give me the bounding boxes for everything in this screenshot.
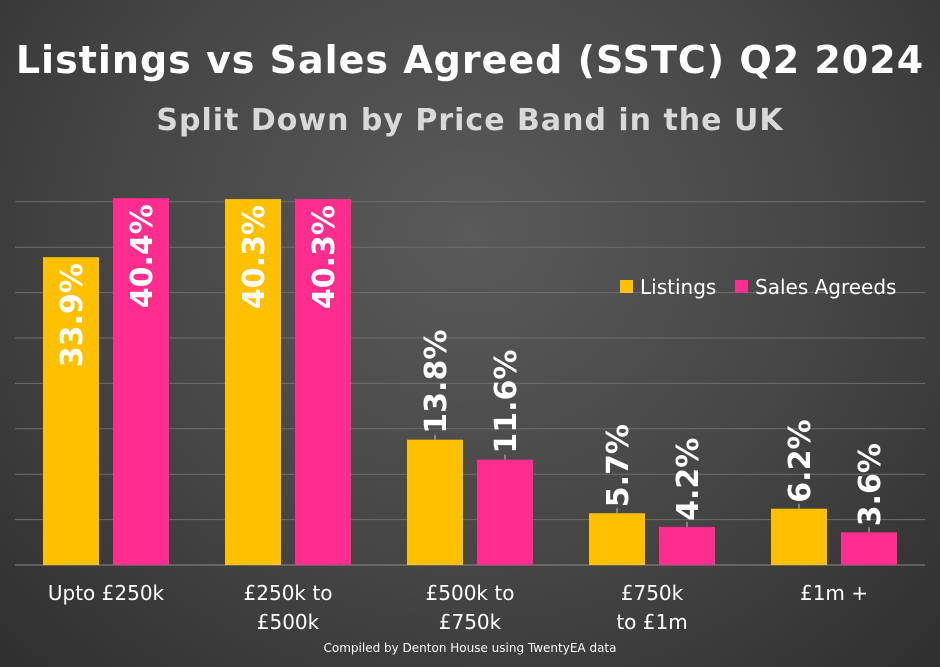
data-label-sales-agreeds: 40.4% — [125, 204, 160, 308]
data-label-listings: 40.3% — [237, 205, 272, 309]
category-label: Upto £250k — [48, 581, 165, 605]
data-label-sales-agreeds: 40.3% — [307, 205, 342, 309]
category-label-line: to £1m — [616, 610, 687, 634]
category-label-line: £750k — [621, 581, 684, 605]
bar-listings — [407, 439, 463, 565]
legend-swatch-listings — [620, 280, 633, 293]
category-label-line: £250k to — [244, 581, 333, 605]
category-label-line: £500k to — [426, 581, 515, 605]
data-label-sales-agreeds: 11.6% — [489, 350, 524, 454]
bar-sales-agreeds — [295, 199, 351, 566]
category-label: £500k to £750k — [426, 581, 515, 634]
data-label-sales-agreeds: 3.6% — [853, 443, 888, 526]
category-label-line: £750k — [439, 610, 502, 634]
category-label: £750k to £1m — [616, 581, 687, 634]
category-label-line: Upto £250k — [48, 581, 165, 605]
bar-sales-agreeds — [841, 532, 897, 565]
legend-swatch-sales-agreeds — [735, 280, 748, 293]
footer-credit: Compiled by Denton House using TwentyEA … — [323, 641, 617, 655]
data-label-listings: 6.2% — [783, 420, 818, 503]
bar-listings — [225, 199, 281, 566]
data-label-listings: 33.9% — [55, 263, 90, 367]
bar-listings — [589, 513, 645, 565]
bar-listings — [771, 508, 827, 565]
chart-subtitle: Split Down by Price Band in the UK — [156, 103, 784, 138]
bar-listings — [43, 257, 99, 565]
data-label-listings: 13.8% — [419, 330, 454, 434]
category-label-line: £1m + — [800, 581, 868, 605]
category-label-line: £500k — [257, 610, 320, 634]
data-label-listings: 5.7% — [601, 424, 636, 507]
category-label: £1m + — [800, 581, 868, 605]
legend-label-sales-agreeds: Sales Agreeds — [755, 275, 896, 299]
category-label: £250k to £500k — [244, 581, 333, 634]
bar-sales-agreeds — [113, 198, 169, 565]
data-label-sales-agreeds: 4.2% — [671, 438, 706, 521]
chart-title: Listings vs Sales Agreed (SSTC) Q2 2024 — [15, 38, 925, 82]
bar-sales-agreeds — [659, 526, 715, 565]
legend-label-listings: Listings — [640, 275, 716, 299]
legend: Listings Sales Agreeds — [620, 275, 896, 299]
bar-sales-agreeds — [477, 459, 533, 565]
